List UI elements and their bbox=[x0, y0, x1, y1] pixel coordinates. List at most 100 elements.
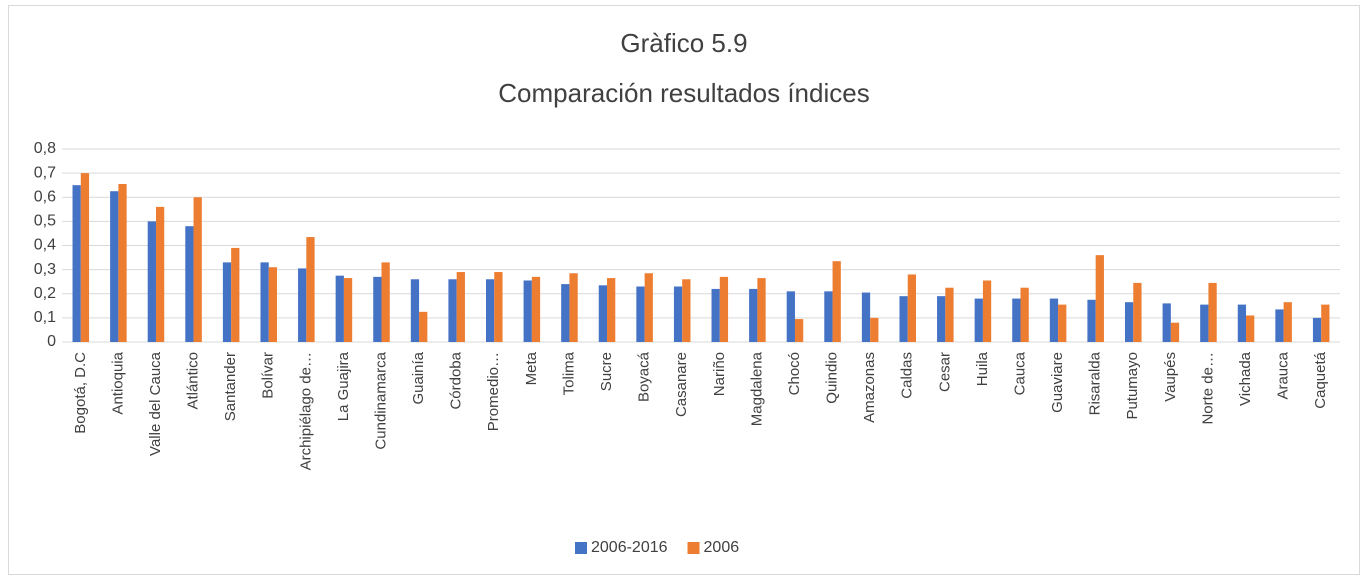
bar bbox=[907, 274, 917, 342]
bar bbox=[456, 272, 465, 342]
y-tick-label: 0,8 bbox=[34, 140, 56, 157]
bar bbox=[381, 262, 390, 342]
bar bbox=[1312, 317, 1322, 342]
x-tick-label: Arauca bbox=[1275, 351, 1292, 399]
bar bbox=[343, 278, 353, 342]
bar bbox=[1058, 304, 1067, 342]
bar bbox=[448, 279, 457, 342]
x-tick-label: Valle del Cauca bbox=[147, 351, 164, 456]
bar bbox=[147, 221, 156, 342]
x-tick-label: Sucre bbox=[598, 352, 615, 391]
x-tick-label: Antioquia bbox=[109, 351, 126, 414]
x-tick-label: Boyacá bbox=[636, 351, 653, 402]
x-tick-label: Nariño bbox=[711, 352, 728, 396]
x-tick-label: Putumayo bbox=[1124, 352, 1141, 420]
bar bbox=[673, 286, 683, 342]
bar bbox=[1049, 298, 1059, 342]
bar bbox=[937, 296, 946, 342]
x-tick-label: Santander bbox=[222, 352, 239, 421]
y-tick-label: 0,4 bbox=[34, 237, 56, 254]
bar bbox=[1133, 282, 1142, 342]
x-tick-label: Amazonas bbox=[861, 352, 878, 423]
legend-label: 2006-2016 bbox=[591, 539, 668, 556]
bar bbox=[268, 267, 278, 342]
bar bbox=[531, 276, 541, 342]
bar bbox=[794, 319, 804, 342]
bar bbox=[569, 273, 578, 342]
x-tick-label: Vaupés bbox=[1162, 352, 1179, 402]
bar bbox=[306, 237, 315, 342]
bar bbox=[719, 276, 729, 342]
x-tick-label: La Guajira bbox=[335, 351, 352, 421]
y-tick-label: 0,3 bbox=[34, 261, 56, 278]
x-tick-label: Vichada bbox=[1237, 351, 1254, 406]
x-tick-label: Bolívar bbox=[260, 352, 277, 399]
bar bbox=[1237, 304, 1247, 342]
bar bbox=[899, 296, 908, 342]
bar bbox=[1162, 303, 1171, 342]
x-tick-label: Risaralda bbox=[1087, 351, 1104, 415]
x-tick-label: Atlántico bbox=[185, 352, 202, 410]
chart-title: Comparación resultados índices bbox=[498, 78, 869, 108]
y-tick-label: 0,1 bbox=[34, 309, 56, 326]
bar bbox=[231, 247, 240, 342]
bar bbox=[1087, 299, 1096, 342]
bar bbox=[260, 262, 269, 342]
bar bbox=[607, 278, 616, 342]
bar bbox=[757, 278, 766, 342]
bar bbox=[561, 284, 570, 342]
x-tick-label: Cauca bbox=[1011, 351, 1028, 395]
bar bbox=[1200, 304, 1209, 342]
x-tick-label: Casanare bbox=[673, 352, 690, 417]
x-tick-label: Córdoba bbox=[448, 351, 465, 409]
x-tick-label: Cesar bbox=[936, 352, 953, 392]
bar bbox=[1095, 255, 1104, 342]
bar bbox=[1321, 304, 1330, 342]
x-tick-label: Meta bbox=[523, 351, 540, 385]
bar bbox=[749, 288, 758, 342]
y-tick-label: 0,2 bbox=[34, 285, 56, 302]
bar bbox=[410, 279, 420, 342]
y-tick-label: 0,6 bbox=[34, 188, 56, 205]
x-tick-label: Guainía bbox=[410, 351, 427, 404]
y-tick-label: 0,7 bbox=[34, 164, 56, 181]
bar bbox=[1012, 298, 1021, 342]
y-tick-label: 0 bbox=[47, 333, 56, 350]
bar bbox=[222, 262, 232, 342]
x-tick-label: Chocó bbox=[786, 352, 803, 395]
bar bbox=[861, 292, 871, 342]
bar bbox=[982, 280, 992, 342]
bar bbox=[682, 279, 691, 342]
bar bbox=[1246, 315, 1255, 342]
bar bbox=[945, 287, 954, 342]
bar bbox=[1124, 302, 1134, 342]
bar bbox=[832, 261, 841, 342]
legend-label: 2006 bbox=[704, 539, 740, 556]
bar bbox=[974, 298, 983, 342]
bar bbox=[193, 197, 202, 342]
x-tick-label: Caldas bbox=[899, 352, 916, 399]
bar bbox=[711, 288, 720, 342]
bar bbox=[598, 285, 608, 342]
bar bbox=[118, 183, 127, 342]
bar bbox=[485, 279, 495, 342]
x-tick-label: Norte de… bbox=[1199, 352, 1216, 425]
bar bbox=[494, 272, 503, 342]
bar bbox=[1170, 322, 1180, 342]
bar bbox=[335, 275, 344, 342]
x-tick-label: Archipiélago de… bbox=[297, 352, 314, 470]
bar bbox=[110, 191, 119, 342]
bar bbox=[636, 286, 645, 342]
chart-title: Gràfico 5.9 bbox=[620, 28, 747, 58]
bar bbox=[298, 268, 307, 342]
bar bbox=[1208, 282, 1217, 342]
x-tick-label: Magdalena bbox=[748, 351, 765, 426]
x-tick-label: Huila bbox=[974, 351, 991, 386]
bar bbox=[523, 280, 532, 342]
bar bbox=[786, 291, 795, 342]
bar bbox=[419, 311, 428, 342]
bar bbox=[1275, 309, 1284, 342]
bar bbox=[1020, 287, 1029, 342]
bar bbox=[644, 273, 653, 342]
